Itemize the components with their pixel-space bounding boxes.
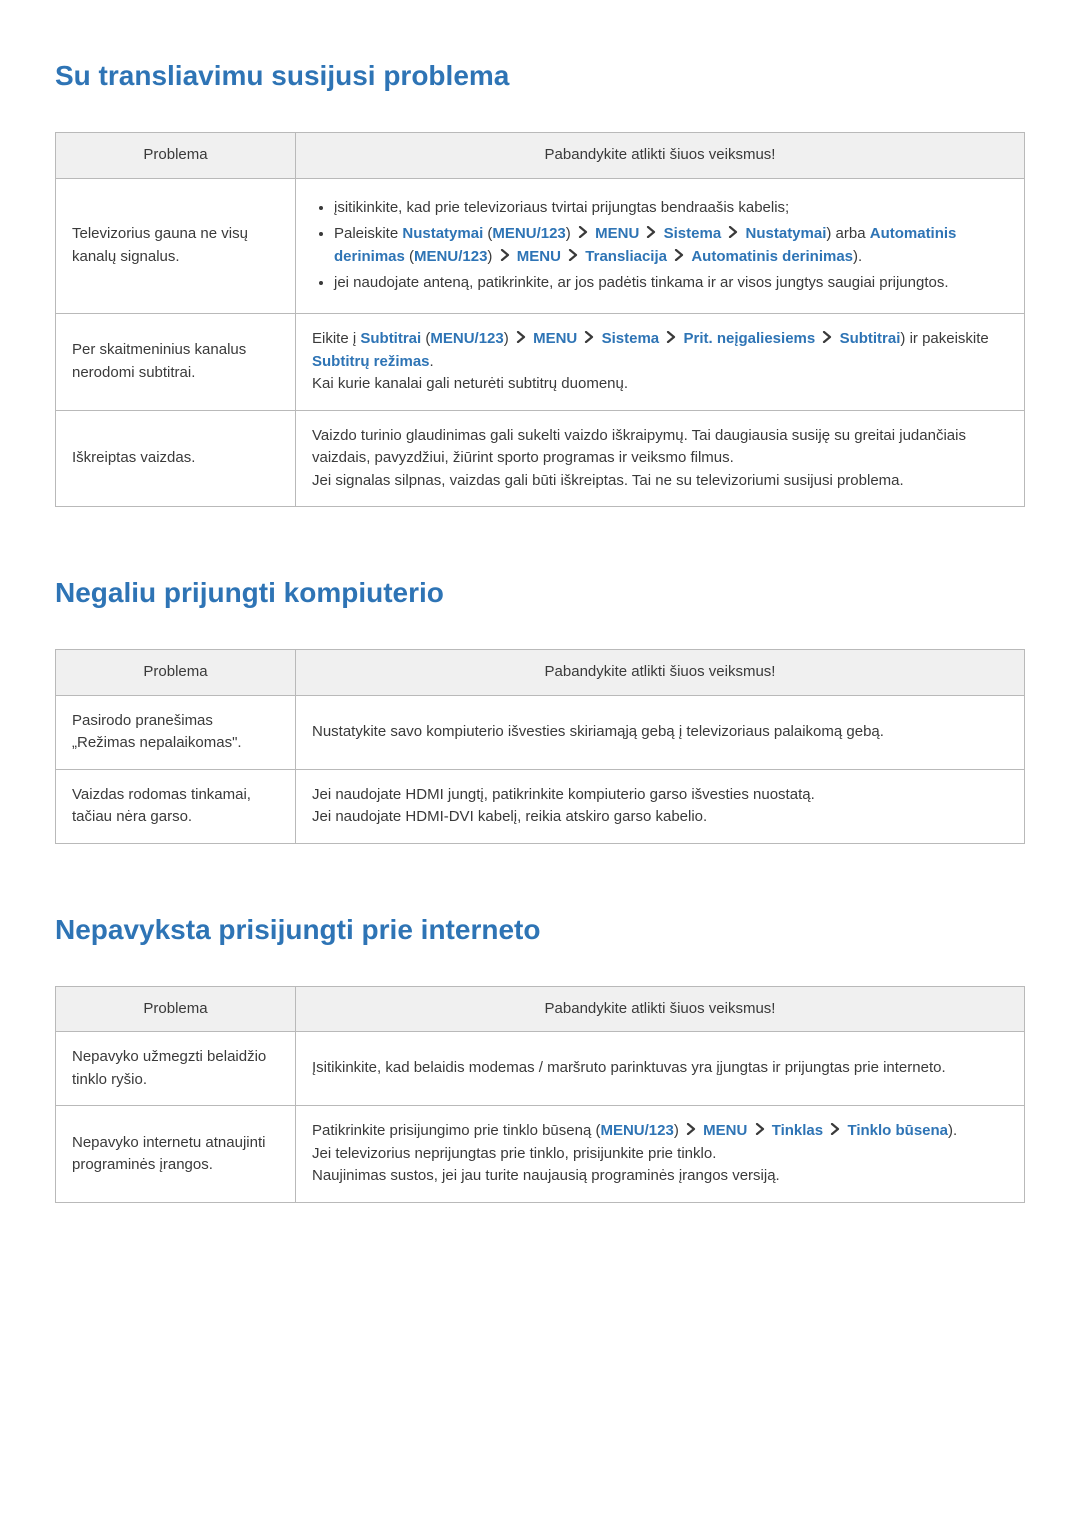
menu-path-segment: Subtitrai xyxy=(360,330,421,347)
menu-path-segment: Prit. neįgaliesiems xyxy=(683,330,815,347)
menu-path-segment: MENU xyxy=(595,225,639,242)
column-header-problem: Problema xyxy=(56,986,296,1032)
column-header-solution: Pabandykite atlikti šiuos veiksmus! xyxy=(296,986,1025,1032)
solution-list-item: jei naudojate anteną, patikrinkite, ar j… xyxy=(334,272,1008,295)
column-header-problem: Problema xyxy=(56,133,296,179)
column-header-problem: Problema xyxy=(56,650,296,696)
solution-cell: Eikite į Subtitrai (MENU/123) MENU Siste… xyxy=(296,313,1025,410)
chevron-right-icon xyxy=(822,328,832,351)
solution-list: įsitikinkite, kad prie televizoriaus tvi… xyxy=(312,197,1008,295)
table-row: Pasirodo pranešimas „Režimas nepalaikoma… xyxy=(56,695,1025,769)
chevron-right-icon xyxy=(516,328,526,351)
solution-cell: įsitikinkite, kad prie televizoriaus tvi… xyxy=(296,178,1025,313)
problem-cell: Iškreiptas vaizdas. xyxy=(56,410,296,507)
menu-path-segment: Tinklas xyxy=(772,1122,823,1139)
solution-cell: Vaizdo turinio glaudinimas gali sukelti … xyxy=(296,410,1025,507)
menu-path-segment: Subtitrų režimas xyxy=(312,353,430,370)
table-row: Iškreiptas vaizdas.Vaizdo turinio glaudi… xyxy=(56,410,1025,507)
table-row: Nepavyko užmegzti belaidžio tinklo ryšio… xyxy=(56,1032,1025,1106)
section-pc: Negaliu prijungti kompiuterio ProblemaPab… xyxy=(55,577,1025,844)
menu-path-segment: Automatinis derinimas xyxy=(691,248,853,265)
menu-path-segment: Tinklo būsena xyxy=(847,1122,948,1139)
menu-path-segment: MENU/123 xyxy=(492,225,565,242)
chevron-right-icon xyxy=(578,223,588,246)
column-header-solution: Pabandykite atlikti šiuos veiksmus! xyxy=(296,133,1025,179)
chevron-right-icon xyxy=(666,328,676,351)
table-row: Vaizdas rodomas tinkamai, tačiau nėra ga… xyxy=(56,769,1025,843)
menu-path-segment: Sistema xyxy=(602,330,660,347)
menu-path-segment: Sistema xyxy=(664,225,722,242)
table-row: Televizorius gauna ne visų kanalų signal… xyxy=(56,178,1025,313)
chevron-right-icon xyxy=(686,1120,696,1143)
troubleshoot-table: ProblemaPabandykite atlikti šiuos veiksm… xyxy=(55,986,1025,1203)
table-row: Nepavyko internetu atnaujinti programinė… xyxy=(56,1106,1025,1203)
troubleshoot-table: ProblemaPabandykite atlikti šiuos veiksm… xyxy=(55,132,1025,507)
section-heading: Nepavyksta prisijungti prie interneto xyxy=(55,914,1025,946)
chevron-right-icon xyxy=(755,1120,765,1143)
menu-path-segment: Nustatymai xyxy=(746,225,827,242)
solution-list-item: įsitikinkite, kad prie televizoriaus tvi… xyxy=(334,197,1008,220)
table-row: Per skaitmeninius kanalus nerodomi subti… xyxy=(56,313,1025,410)
chevron-right-icon xyxy=(830,1120,840,1143)
problem-cell: Pasirodo pranešimas „Režimas nepalaikoma… xyxy=(56,695,296,769)
menu-path-segment: MENU/123 xyxy=(600,1122,673,1139)
section-heading: Su transliavimu susijusi problema xyxy=(55,60,1025,92)
problem-cell: Nepavyko internetu atnaujinti programinė… xyxy=(56,1106,296,1203)
menu-path-segment: MENU xyxy=(517,248,561,265)
solution-cell: Įsitikinkite, kad belaidis modemas / mar… xyxy=(296,1032,1025,1106)
chevron-right-icon xyxy=(646,223,656,246)
troubleshoot-table: ProblemaPabandykite atlikti šiuos veiksm… xyxy=(55,649,1025,844)
solution-cell: Patikrinkite prisijungimo prie tinklo bū… xyxy=(296,1106,1025,1203)
problem-cell: Per skaitmeninius kanalus nerodomi subti… xyxy=(56,313,296,410)
problem-cell: Nepavyko užmegzti belaidžio tinklo ryšio… xyxy=(56,1032,296,1106)
chevron-right-icon xyxy=(674,246,684,269)
section-broadcast: Su transliavimu susijusi problema Problem… xyxy=(55,60,1025,507)
menu-path-segment: MENU/123 xyxy=(430,330,503,347)
menu-path-segment: Subtitrai xyxy=(840,330,901,347)
solution-cell: Jei naudojate HDMI jungtį, patikrinkite … xyxy=(296,769,1025,843)
solution-cell: Nustatykite savo kompiuterio išvesties s… xyxy=(296,695,1025,769)
chevron-right-icon xyxy=(584,328,594,351)
chevron-right-icon xyxy=(568,246,578,269)
section-heading: Negaliu prijungti kompiuterio xyxy=(55,577,1025,609)
menu-path-segment: MENU xyxy=(533,330,577,347)
column-header-solution: Pabandykite atlikti šiuos veiksmus! xyxy=(296,650,1025,696)
chevron-right-icon xyxy=(728,223,738,246)
menu-path-segment: MENU xyxy=(703,1122,747,1139)
chevron-right-icon xyxy=(500,246,510,269)
menu-path-segment: Nustatymai xyxy=(402,225,483,242)
section-internet: Nepavyksta prisijungti prie interneto Pro… xyxy=(55,914,1025,1203)
problem-cell: Televizorius gauna ne visų kanalų signal… xyxy=(56,178,296,313)
problem-cell: Vaizdas rodomas tinkamai, tačiau nėra ga… xyxy=(56,769,296,843)
menu-path-segment: MENU/123 xyxy=(414,248,487,265)
menu-path-segment: Transliacija xyxy=(585,248,667,265)
solution-list-item: Paleiskite Nustatymai (MENU/123) MENU Si… xyxy=(334,223,1008,268)
